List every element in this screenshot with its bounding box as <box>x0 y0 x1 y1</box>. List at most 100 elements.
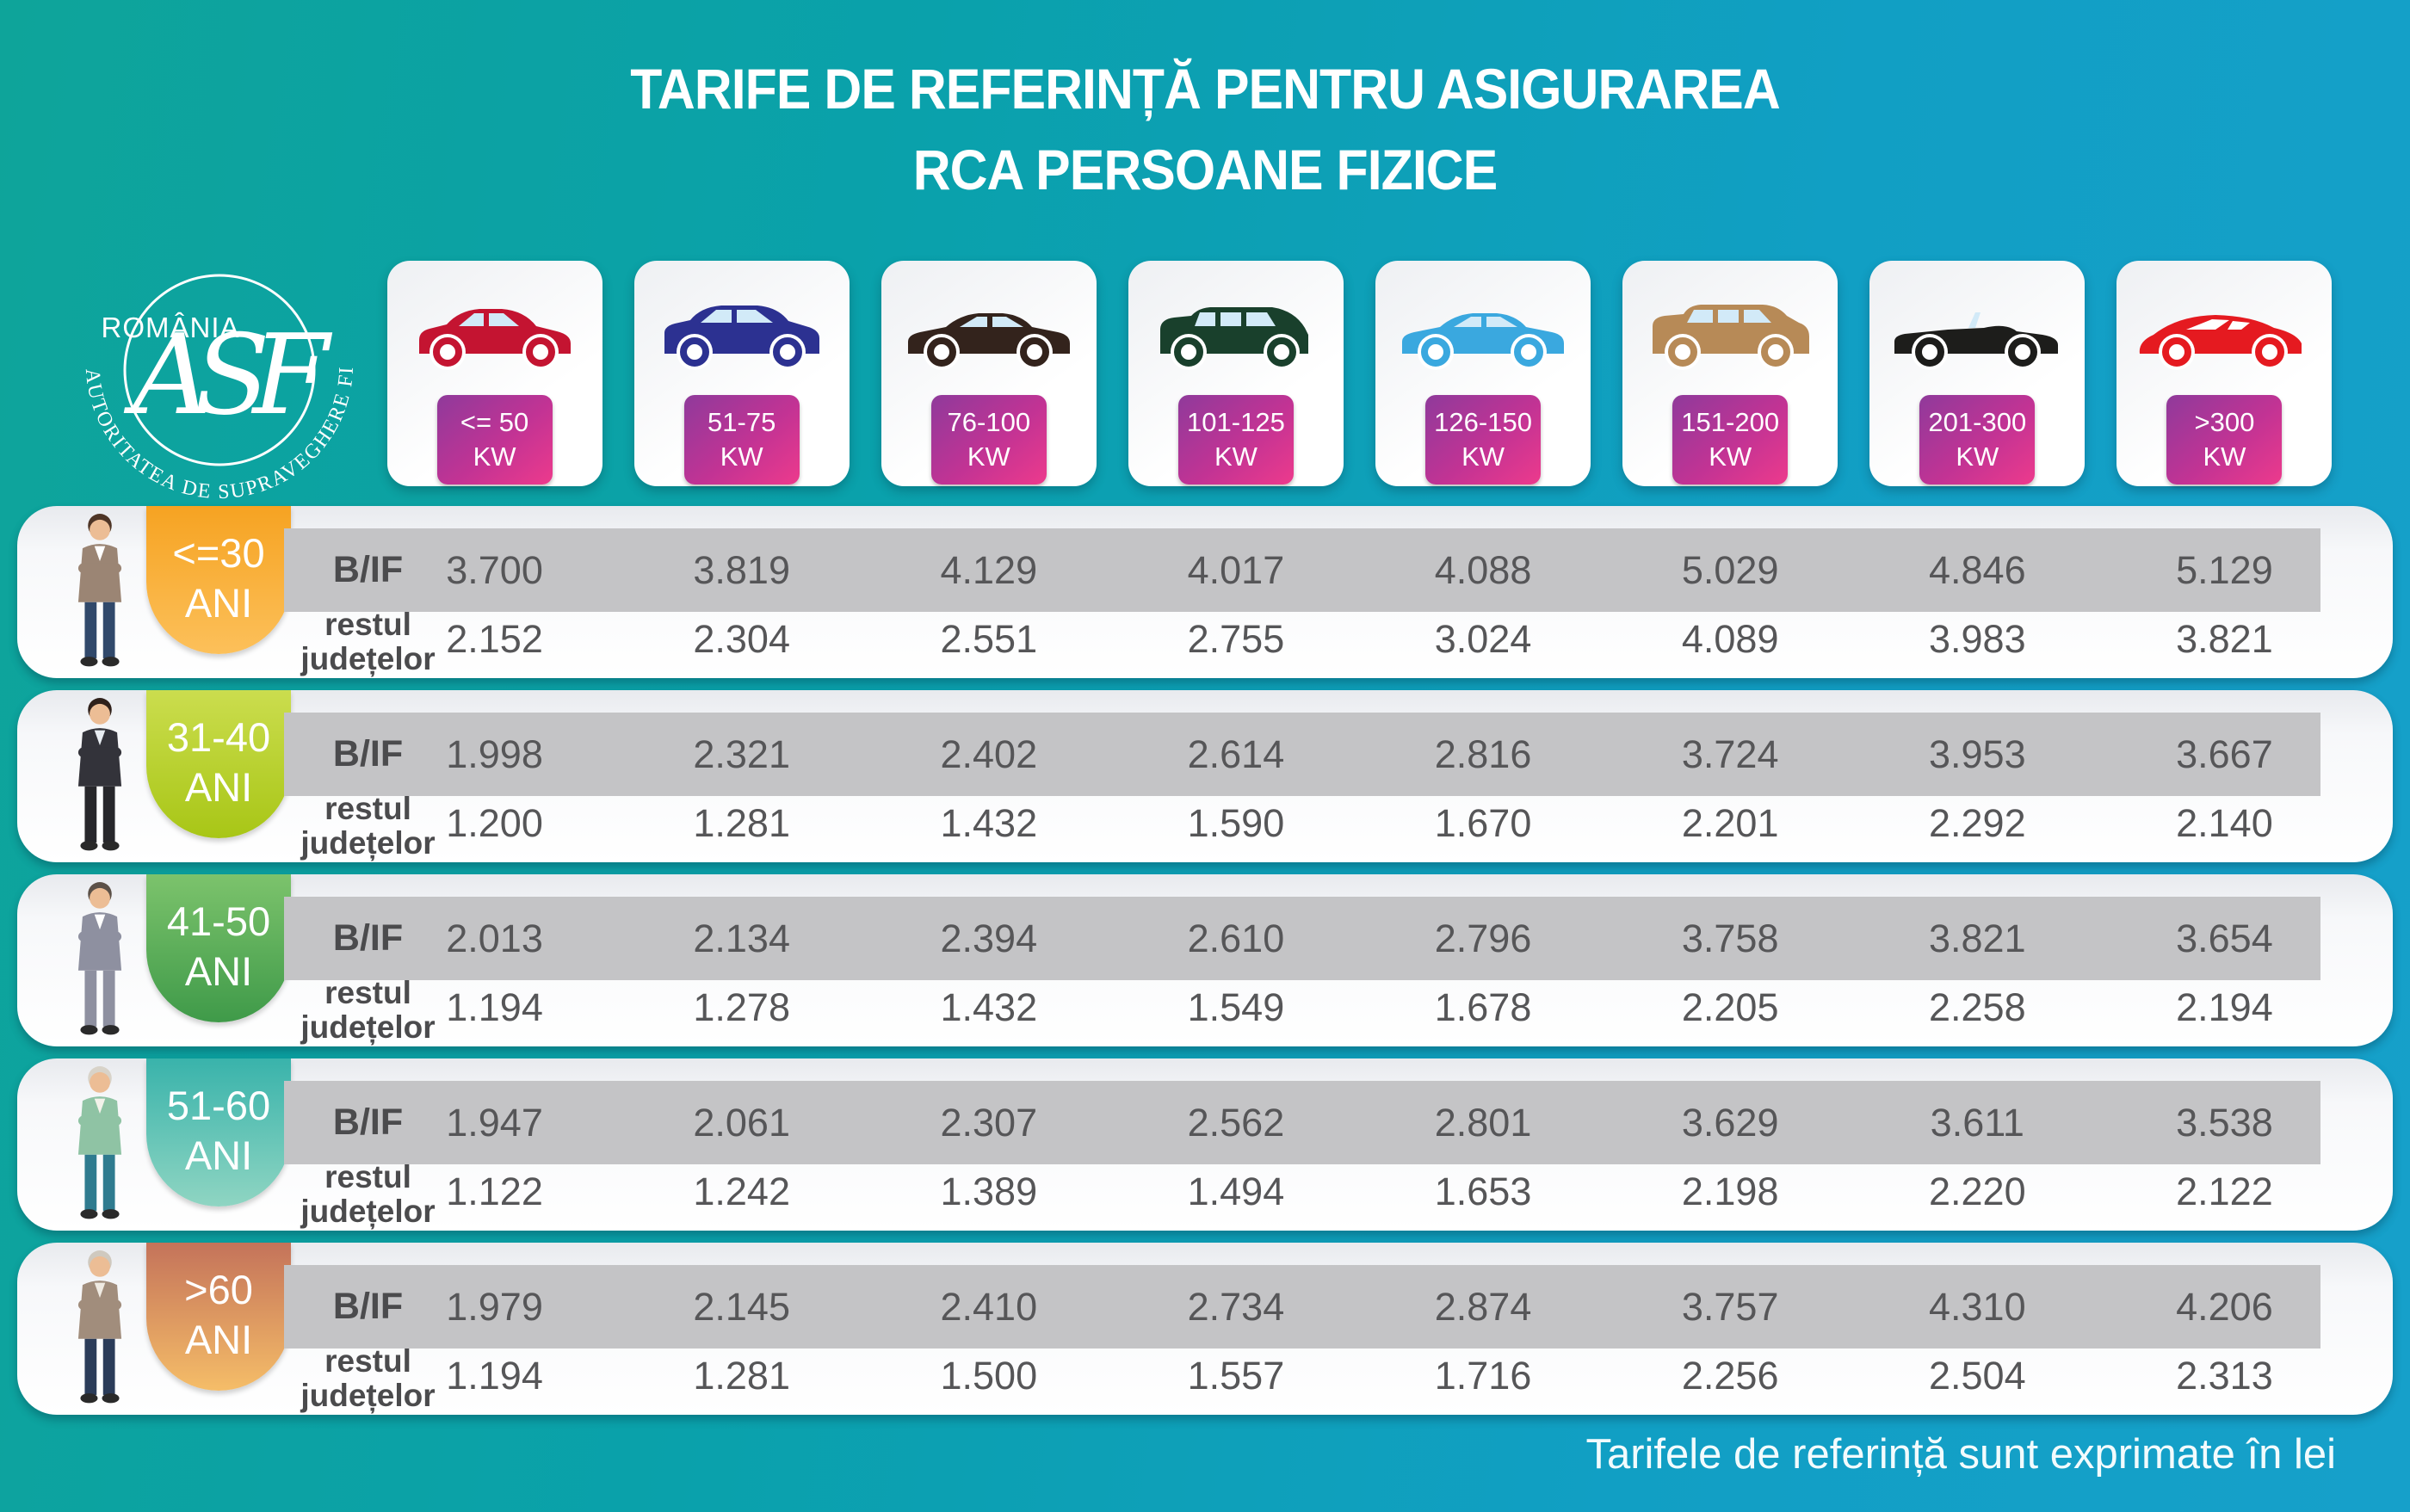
kw-unit-label: KW <box>720 441 763 472</box>
tariff-value: 1.194 <box>446 1354 543 1398</box>
kw-range-badge: <= 50 KW <box>436 395 553 484</box>
age-group-row: <=30 ANI B/IF restul județelor 3.700 3.81… <box>17 506 2393 678</box>
tariff-value: 1.549 <box>1187 985 1285 1029</box>
logo-monogram: ASF <box>124 312 333 440</box>
bif-strip-background <box>284 713 2320 796</box>
tariff-value: 2.220 <box>1929 1169 2026 1213</box>
tariff-value: 1.590 <box>1187 801 1285 845</box>
page-title-line2: RCA PERSOANE FIZICE <box>912 138 1499 201</box>
car-icon-sports <box>2129 283 2319 380</box>
tariff-value: 3.700 <box>446 547 543 592</box>
power-category-card: 101-125 KW <box>1128 261 1344 486</box>
kw-unit-label: KW <box>2203 441 2246 472</box>
region-label-rest-line1: restul <box>324 975 411 1010</box>
power-category-card: 51-75 KW <box>633 261 850 486</box>
region-label-rest: restul județelor <box>275 1158 460 1231</box>
rest-values-row: 1.194 1.281 1.500 1.557 1.716 2.256 2.504 2.313 <box>371 1339 2348 1413</box>
tariff-value: 3.629 <box>1681 1100 1779 1145</box>
power-category-card: 151-200 KW <box>1622 261 1838 486</box>
bif-values-row: 3.700 3.819 4.129 4.017 4.088 5.029 4.846 5.129 <box>371 528 2348 612</box>
kw-range-value: 76-100 <box>947 407 1031 437</box>
tariff-value: 3.821 <box>2176 617 2273 661</box>
kw-range-value: 151-200 <box>1681 407 1780 437</box>
kw-range-badge: 151-200 KW <box>1672 395 1789 484</box>
asf-romania-logo: ROMÂNIA ASF AUTORITATEA DE SUPRAVEGHERE … <box>34 251 387 527</box>
tariff-value: 2.152 <box>446 617 543 661</box>
tariff-value: 1.281 <box>693 1354 790 1398</box>
tariff-value: 2.321 <box>693 731 790 776</box>
asf-logo-graphic: ROMÂNIA ASF AUTORITATEA DE SUPRAVEGHERE … <box>34 251 356 503</box>
tariff-value: 1.200 <box>446 801 543 845</box>
car-icon-sedan <box>1388 283 1578 380</box>
bif-strip-background <box>284 1265 2320 1348</box>
tariff-value: 1.432 <box>940 801 1038 845</box>
tariff-value: 3.654 <box>2176 916 2273 960</box>
tariff-value: 1.979 <box>446 1284 543 1329</box>
bif-strip-background <box>284 897 2320 980</box>
tariff-value: 4.129 <box>940 547 1038 592</box>
tariff-value: 4.846 <box>1929 547 2026 592</box>
tariff-value: 3.983 <box>1929 617 2026 661</box>
tariff-value: 1.242 <box>693 1169 790 1213</box>
tariff-value: 4.206 <box>2176 1284 2273 1329</box>
age-group-row: 51-60 ANI B/IF restul județelor 1.947 2.0… <box>17 1058 2393 1231</box>
person-illustration <box>53 1246 146 1408</box>
kw-range-badge: 51-75 KW <box>683 395 800 484</box>
person-illustration <box>53 1062 146 1224</box>
kw-unit-label: KW <box>1214 441 1258 472</box>
logo-circle <box>123 274 316 466</box>
tariff-value: 3.821 <box>1929 916 2026 960</box>
region-label-rest: restul județelor <box>275 974 460 1046</box>
tariff-value: 2.205 <box>1681 985 1779 1029</box>
age-unit-label: ANI <box>184 580 253 626</box>
tariff-value: 4.310 <box>1929 1284 2026 1329</box>
tariff-value: 2.140 <box>2176 801 2273 845</box>
tariff-value: 3.819 <box>693 547 790 592</box>
currency-note: Tarifele de referință sunt exprimate în … <box>1585 1431 2336 1478</box>
kw-range-value: 126-150 <box>1434 407 1532 437</box>
age-badge: 41-50 ANI <box>146 874 291 1022</box>
tariff-value: 2.614 <box>1187 731 1285 776</box>
power-cards: <= 50 KW 51-75 KW 76-100 KW 101-125 KW <box>371 261 2348 486</box>
person-illustration <box>53 694 146 855</box>
kw-unit-label: KW <box>473 441 516 472</box>
kw-range-value: 201-300 <box>1928 407 2027 437</box>
tariff-value: 2.734 <box>1187 1284 1285 1329</box>
tariff-value: 2.198 <box>1681 1169 1779 1213</box>
tariff-value: 2.292 <box>1929 801 2026 845</box>
age-badge: >60 ANI <box>146 1243 291 1391</box>
kw-unit-label: KW <box>967 441 1010 472</box>
car-icon-hatchback <box>400 283 590 380</box>
region-label-rest: restul județelor <box>275 606 460 678</box>
region-label-bif: B/IF <box>332 1102 404 1143</box>
car-icon-bigsuv <box>1635 283 1825 380</box>
tariff-value: 1.494 <box>1187 1169 1285 1213</box>
tariff-value: 4.017 <box>1187 547 1285 592</box>
tariff-value: 2.874 <box>1434 1284 1532 1329</box>
rest-values-row: 1.200 1.281 1.432 1.590 1.670 2.201 2.292 2.140 <box>371 787 2348 861</box>
tariff-value: 1.281 <box>693 801 790 845</box>
tariff-value: 3.667 <box>2176 731 2273 776</box>
tariff-value: 1.653 <box>1434 1169 1532 1213</box>
tariff-value: 1.716 <box>1434 1354 1532 1398</box>
power-category-card: >300 KW <box>2116 261 2333 486</box>
tariff-value: 2.402 <box>940 731 1038 776</box>
kw-range-badge: 126-150 KW <box>1425 395 1542 484</box>
kw-range-badge: 101-125 KW <box>1177 395 1294 484</box>
tariff-value: 2.504 <box>1929 1354 2026 1398</box>
age-range-label: <=30 <box>172 530 265 576</box>
age-group-row: 31-40 ANI B/IF restul județelor 1.998 2.3… <box>17 690 2393 862</box>
car-icon-minivan <box>1141 283 1331 380</box>
bif-values-row: 1.998 2.321 2.402 2.614 2.816 3.724 3.953 3.667 <box>371 713 2348 796</box>
kw-unit-label: KW <box>1956 441 1999 472</box>
age-unit-label: ANI <box>184 948 253 994</box>
kw-range-badge: >300 KW <box>2166 395 2283 484</box>
age-unit-label: ANI <box>184 764 253 810</box>
tariff-value: 2.307 <box>940 1100 1038 1145</box>
age-badge: 31-40 ANI <box>146 690 291 838</box>
bif-strip-background <box>284 1081 2320 1164</box>
region-label-rest: restul județelor <box>275 790 460 862</box>
kw-range-badge: 201-300 KW <box>1919 395 2036 484</box>
tariff-value: 3.611 <box>1930 1100 2024 1145</box>
